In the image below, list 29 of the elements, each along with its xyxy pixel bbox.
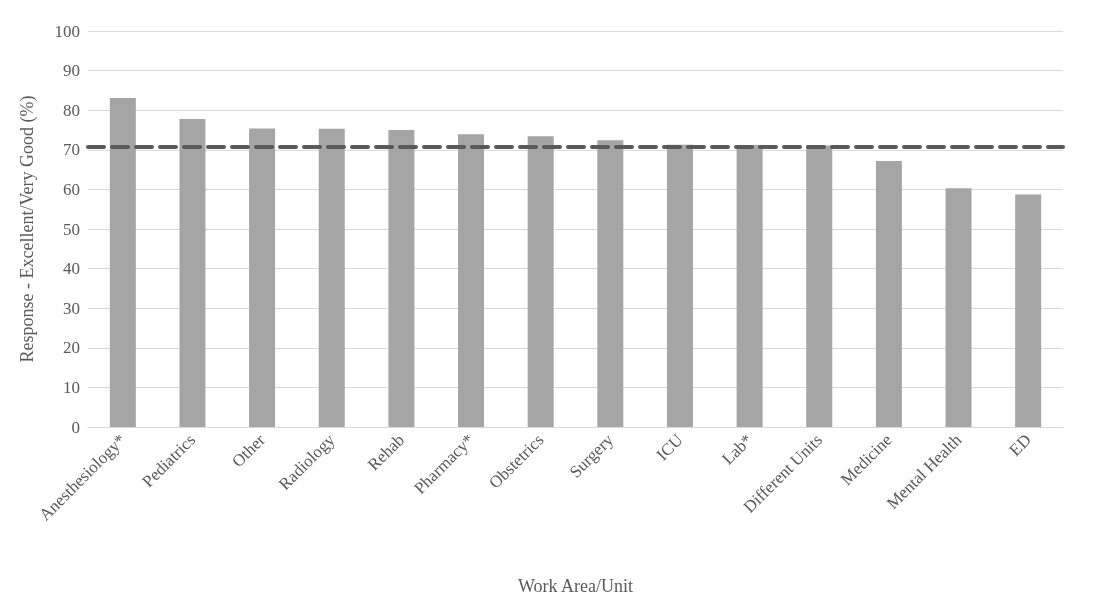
bar (736, 145, 763, 427)
bar (666, 144, 693, 427)
y-tick-label: 80 (63, 100, 80, 120)
bar (597, 140, 624, 427)
y-tick-label: 60 (63, 179, 80, 199)
y-tick-label: 10 (63, 377, 80, 397)
y-tick-label: 30 (63, 298, 80, 318)
bar (1015, 194, 1042, 427)
bar (806, 145, 833, 427)
x-axis-title: Work Area/Unit (517, 576, 634, 596)
bar (109, 97, 136, 427)
y-tick-label: 70 (63, 140, 80, 160)
y-tick-label: 100 (54, 21, 80, 41)
x-tick-label: ED (1005, 430, 1035, 460)
bar (249, 128, 276, 427)
y-tick-label: 40 (63, 259, 80, 279)
y-axis-title: Response - Excellent/Very Good (%) (17, 95, 38, 363)
y-tick-label: 20 (63, 338, 80, 358)
y-tick-label: 50 (63, 219, 80, 239)
x-tick-label: ICU (652, 430, 687, 465)
bar (179, 118, 206, 427)
bar (527, 136, 554, 427)
bar (945, 188, 972, 427)
bar (388, 130, 415, 427)
y-tick-label: 0 (71, 417, 80, 437)
bar (875, 160, 902, 427)
y-tick-label: 90 (63, 61, 80, 81)
bar (318, 128, 345, 427)
bar (458, 134, 485, 427)
